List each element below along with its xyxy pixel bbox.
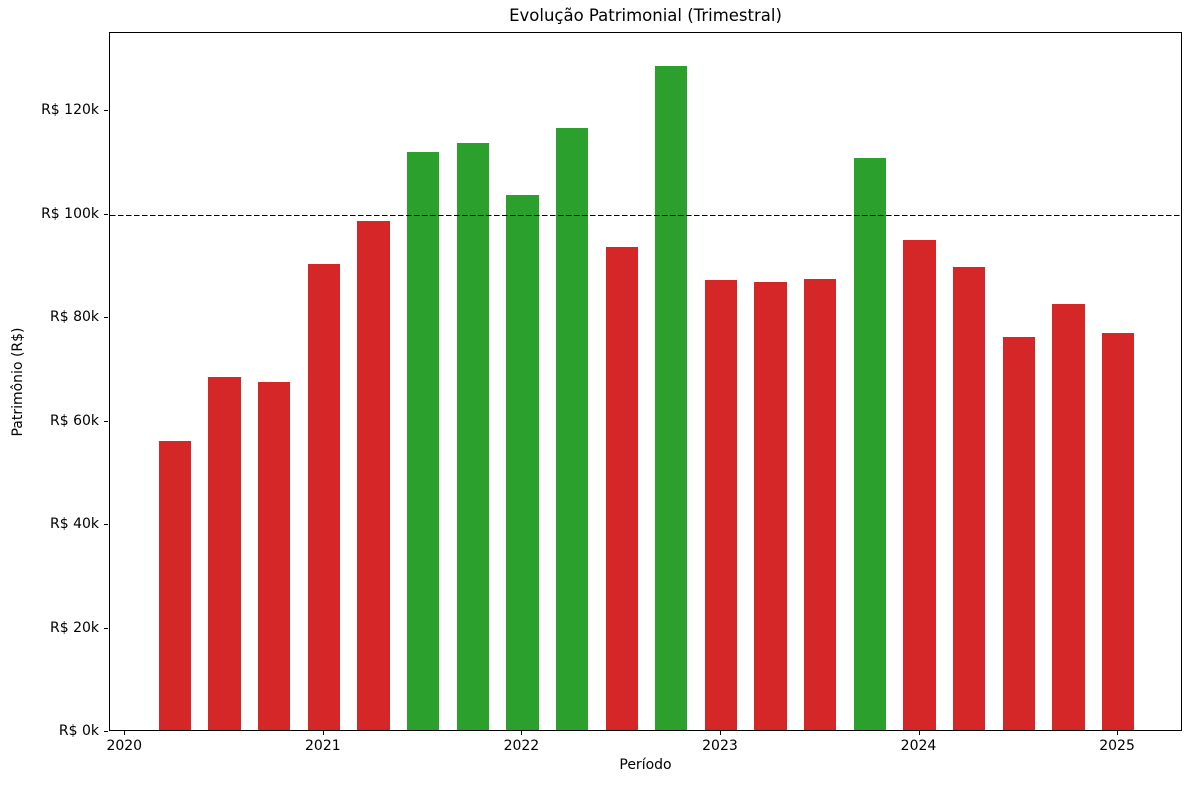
bar-2023.5	[804, 278, 837, 730]
y-tick-label: R$ 100k	[41, 205, 99, 222]
x-tick-label: 2020	[106, 738, 143, 754]
x-tick	[322, 731, 324, 735]
x-tick-label: 2022	[503, 738, 540, 754]
y-tick	[104, 213, 108, 215]
x-tick-label: 2021	[305, 738, 341, 754]
bar-2022.75	[655, 66, 688, 730]
bar-2021	[307, 264, 340, 730]
x-tick	[918, 731, 920, 735]
x-tick	[719, 731, 721, 735]
y-tick-label: R$ 120k	[41, 102, 99, 119]
x-tick-label: 2023	[702, 738, 738, 754]
x-tick	[1117, 731, 1119, 735]
bar-2021.25	[357, 221, 390, 730]
bar-2022.25	[555, 127, 589, 730]
bar-2023	[704, 279, 738, 730]
bar-2021.75	[456, 142, 489, 730]
bar-2023.25	[754, 281, 787, 730]
threshold-line	[110, 214, 1181, 216]
y-tick-label: R$ 20k	[49, 619, 99, 636]
x-tick-label: 2025	[1099, 738, 1135, 754]
x-tick	[521, 731, 523, 735]
y-tick-label: R$ 0k	[58, 723, 99, 739]
y-tick	[104, 524, 108, 526]
y-tick	[104, 317, 108, 319]
x-tick	[124, 731, 126, 735]
bar-2020.25	[158, 441, 192, 730]
bar-2022.5	[605, 247, 638, 730]
bar-2023.75	[853, 157, 886, 730]
y-axis-label: Patrimônio (R$)	[10, 327, 26, 437]
x-tick-label: 2024	[900, 738, 937, 754]
y-tick	[104, 627, 108, 629]
bar-2024.25	[953, 267, 986, 730]
bar-2024.5	[1002, 336, 1035, 730]
bar-2025	[1101, 333, 1135, 730]
bar-2020.75	[258, 381, 291, 730]
bar-2022	[506, 194, 539, 730]
chart-title: Evolução Patrimonial (Trimestral)	[509, 6, 782, 25]
bar-2024	[903, 239, 936, 730]
bar-2020.5	[208, 376, 241, 730]
y-tick	[104, 420, 108, 422]
bar-2021.5	[406, 151, 440, 730]
bar-2024.75	[1052, 304, 1085, 730]
y-tick-label: R$ 40k	[49, 516, 99, 533]
y-tick	[104, 110, 108, 112]
x-axis-label: Período	[619, 757, 672, 773]
y-tick	[104, 731, 108, 732]
plot-area	[109, 32, 1182, 731]
